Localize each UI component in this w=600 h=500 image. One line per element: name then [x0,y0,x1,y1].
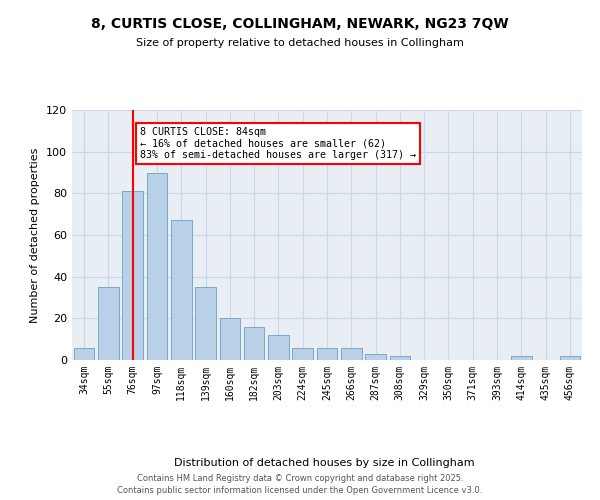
Text: 8 CURTIS CLOSE: 84sqm
← 16% of detached houses are smaller (62)
83% of semi-deta: 8 CURTIS CLOSE: 84sqm ← 16% of detached … [140,126,416,160]
Bar [341,348,362,360]
Bar [317,348,337,360]
Bar [220,318,240,360]
Text: Size of property relative to detached houses in Collingham: Size of property relative to detached ho… [136,38,464,48]
Bar [195,287,216,360]
Bar [365,354,386,360]
Text: Contains HM Land Registry data © Crown copyright and database right 2025.
Contai: Contains HM Land Registry data © Crown c… [118,474,482,495]
Bar [146,172,167,360]
Text: Distribution of detached houses by size in Collingham: Distribution of detached houses by size … [173,458,475,468]
Bar [244,326,265,360]
Bar [98,287,119,360]
Bar [122,191,143,360]
Bar [74,348,94,360]
Y-axis label: Number of detached properties: Number of detached properties [31,148,40,322]
Bar [292,348,313,360]
Text: 8, CURTIS CLOSE, COLLINGHAM, NEWARK, NG23 7QW: 8, CURTIS CLOSE, COLLINGHAM, NEWARK, NG2… [91,18,509,32]
Bar [268,335,289,360]
Bar [560,356,580,360]
Bar [171,220,191,360]
Bar [389,356,410,360]
Bar [511,356,532,360]
